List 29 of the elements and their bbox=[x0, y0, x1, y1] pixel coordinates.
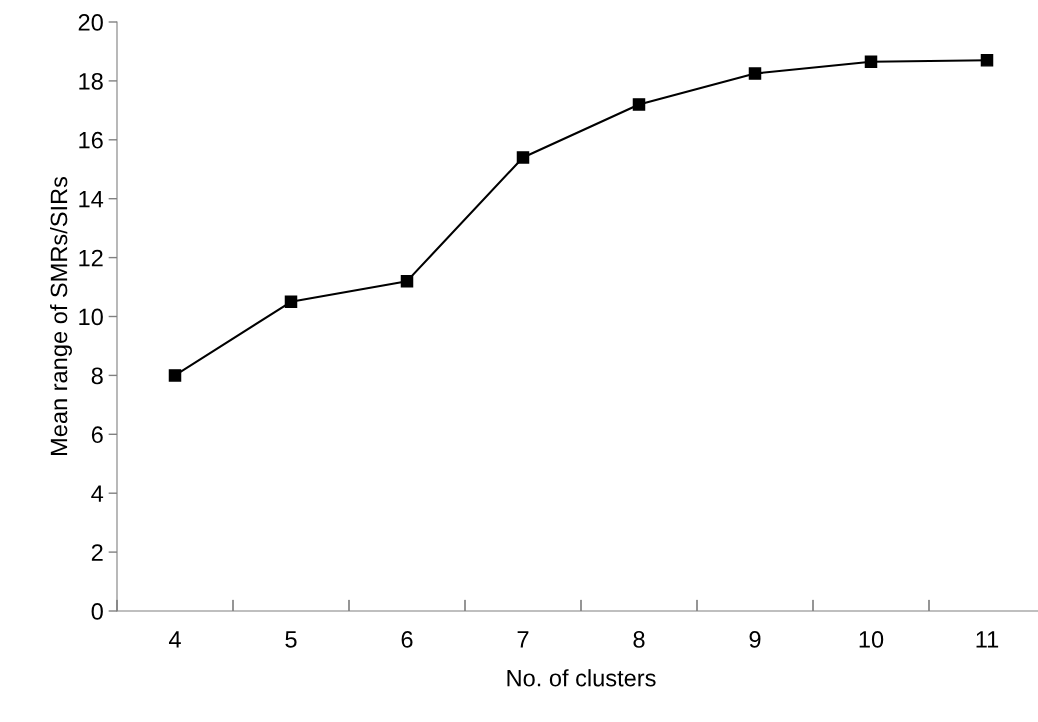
y-tick-label: 12 bbox=[79, 249, 103, 267]
x-tick-label: 9 bbox=[749, 631, 761, 648]
y-axis-title: Mean range of SMRs/SIRs bbox=[49, 176, 72, 455]
y-tick-label: 4 bbox=[91, 485, 104, 502]
x-tick-label: 4 bbox=[168, 631, 181, 648]
x-tick-label: 10 bbox=[859, 631, 884, 648]
point bbox=[632, 98, 646, 111]
point bbox=[400, 274, 414, 288]
x-tick-label: 5 bbox=[285, 631, 297, 648]
point bbox=[516, 151, 530, 164]
point bbox=[864, 55, 878, 69]
y-tick-label: 16 bbox=[79, 131, 103, 149]
x-tick-label: 7 bbox=[517, 631, 529, 648]
point bbox=[284, 295, 298, 309]
y-tick-label: 2 bbox=[91, 544, 103, 561]
point bbox=[980, 54, 994, 67]
x-tick-label: 8 bbox=[633, 631, 645, 648]
x-tick-label: 11 bbox=[976, 631, 999, 648]
y-tick-label: 20 bbox=[78, 14, 103, 31]
point bbox=[748, 67, 762, 80]
y-tick-label: 18 bbox=[79, 72, 103, 90]
y-tick-label: 14 bbox=[79, 191, 104, 208]
y-tick-label: 0 bbox=[91, 603, 103, 620]
y-tick-label: 8 bbox=[91, 367, 103, 385]
x-axis-title: No. of clusters bbox=[507, 669, 656, 687]
point bbox=[168, 369, 182, 382]
y-tick-label: 10 bbox=[79, 308, 103, 326]
y-tick-label: 6 bbox=[91, 426, 103, 444]
x-tick-label: 6 bbox=[401, 631, 413, 648]
